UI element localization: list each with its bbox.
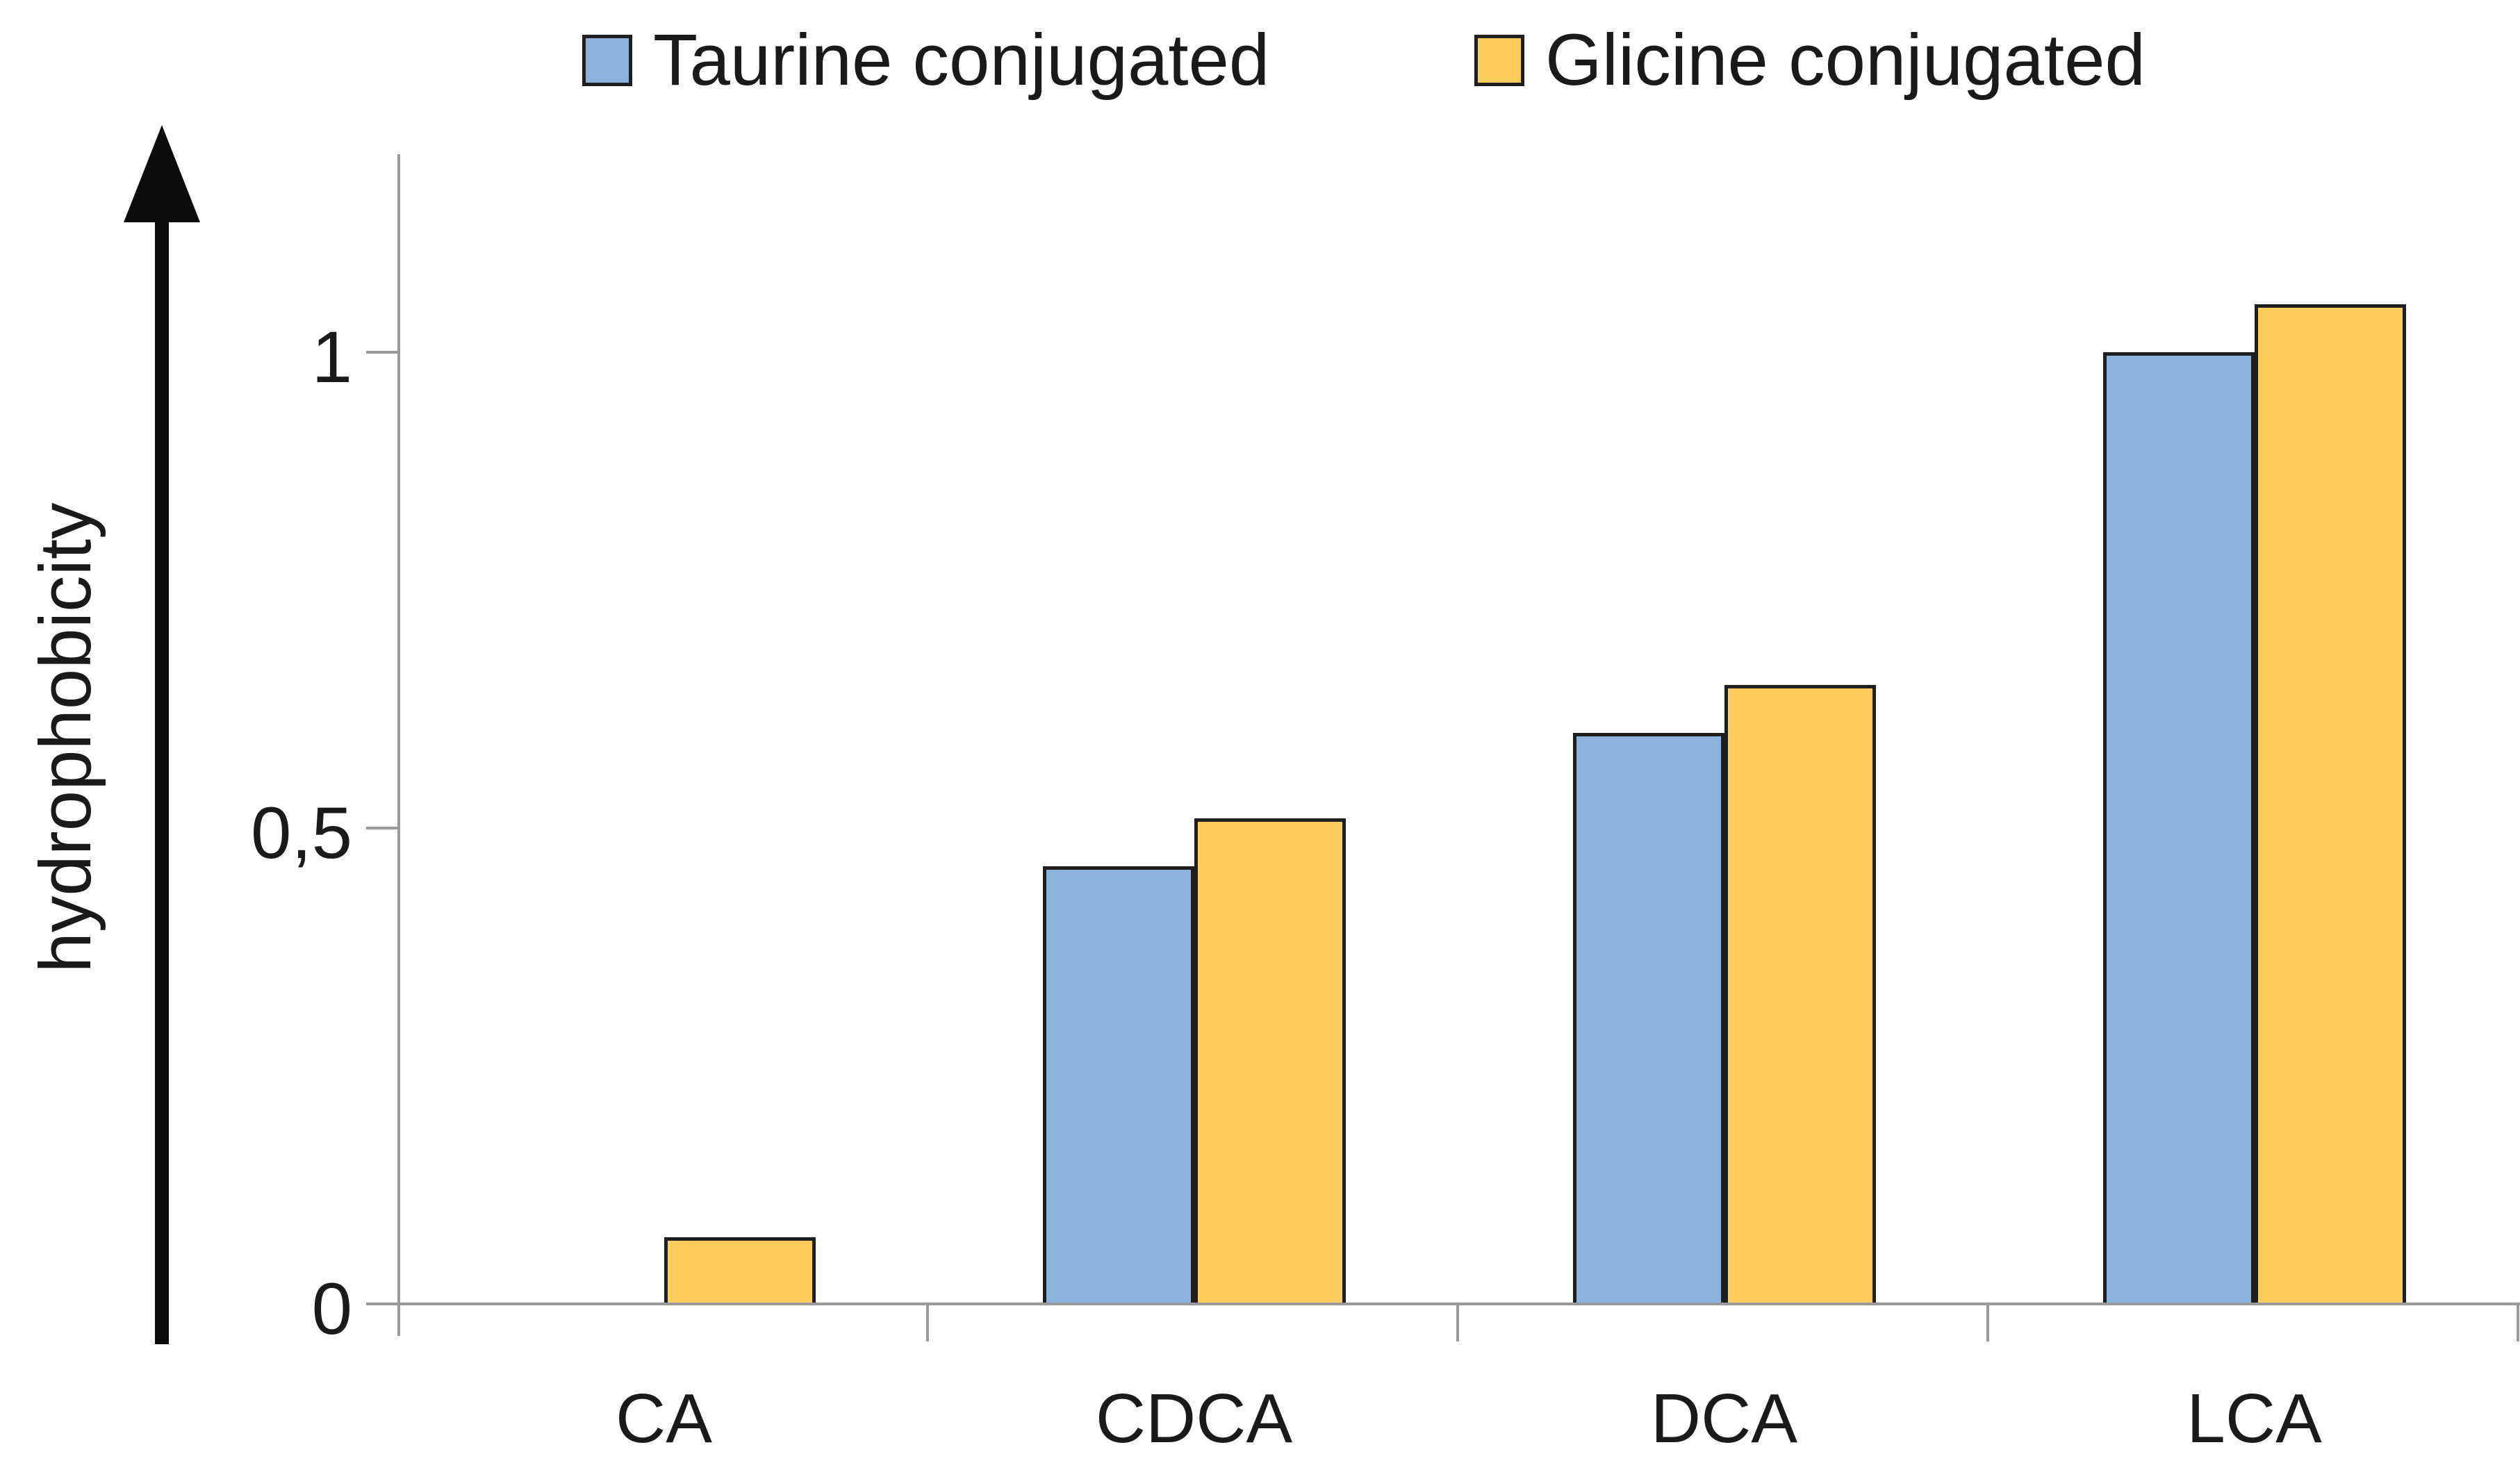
x-tick-after-dca — [1986, 1305, 1989, 1341]
y-axis-title: hydrophobicity — [25, 502, 106, 973]
bar-taurine-lca — [2102, 352, 2255, 1304]
bar-taurine-cdca — [1042, 866, 1194, 1304]
x-category-label-cdca: CDCA — [1095, 1380, 1293, 1457]
y-axis-line — [397, 154, 400, 1336]
bar-glicine-cdca — [1194, 818, 1346, 1304]
glicine-legend-swatch-icon — [1474, 35, 1524, 86]
y-axis-arrowhead-icon — [124, 125, 200, 222]
bar-glicine-ca — [664, 1237, 816, 1304]
x-axis-line — [366, 1303, 2520, 1305]
legend-item-taurine: Taurine conjugated — [582, 22, 1269, 99]
x-category-label-ca: CA — [616, 1380, 712, 1457]
x-tick-after-lca — [2517, 1305, 2519, 1341]
taurine-legend-swatch-icon — [582, 35, 632, 86]
y-tick-label-0,5: 0,5 — [251, 793, 352, 874]
y-tick-label-0: 0 — [311, 1269, 352, 1350]
bar-glicine-dca — [1724, 685, 1876, 1304]
legend-item-glicine: Glicine conjugated — [1474, 22, 2146, 99]
taurine-legend-label: Taurine conjugated — [653, 19, 1270, 101]
y-tick-0 — [366, 1303, 399, 1305]
bar-glicine-lca — [2254, 304, 2406, 1304]
x-category-label-lca: LCA — [2187, 1380, 2322, 1457]
bar-taurine-dca — [1572, 733, 1724, 1304]
y-tick-label-1: 1 — [311, 317, 352, 398]
y-axis-arrow-shaft — [155, 208, 169, 1344]
y-tick-0,5 — [366, 827, 399, 829]
y-tick-1 — [366, 351, 399, 354]
x-tick-after-cdca — [1456, 1305, 1459, 1341]
x-tick-after-ca — [926, 1305, 929, 1341]
x-category-label-dca: DCA — [1650, 1380, 1798, 1457]
glicine-legend-label: Glicine conjugated — [1545, 19, 2146, 101]
